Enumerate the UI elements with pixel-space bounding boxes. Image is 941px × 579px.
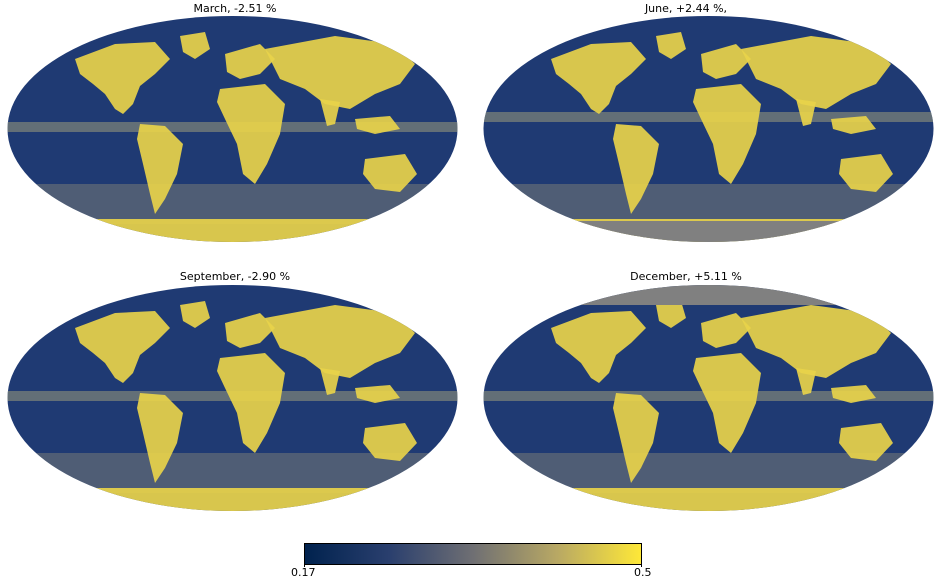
land-mass — [839, 423, 893, 461]
land-mass — [613, 393, 659, 483]
land-mass — [180, 301, 210, 328]
land-mass — [75, 311, 170, 383]
land-mass — [355, 116, 400, 134]
land-mass — [613, 124, 659, 214]
land-mass — [180, 32, 210, 59]
land-mass — [831, 116, 876, 134]
land-mass — [217, 353, 285, 453]
land-mass — [839, 154, 893, 192]
map-september — [7, 285, 458, 511]
land-mass — [701, 44, 751, 79]
map-december — [483, 285, 934, 511]
land-mass — [741, 36, 891, 109]
panel-title-june: June, +2.44 %, — [644, 2, 728, 15]
land-mass — [265, 36, 415, 109]
land-mass — [137, 393, 183, 483]
colorbar-gradient — [304, 543, 642, 565]
land-mass — [693, 353, 761, 453]
land-mass — [656, 301, 686, 328]
land-mass — [65, 488, 400, 511]
land-mass — [693, 84, 761, 184]
land-mass — [656, 32, 686, 59]
land-mass — [355, 385, 400, 403]
land-mass — [225, 44, 275, 79]
missing-data-region — [483, 221, 934, 242]
land-mass — [265, 305, 415, 378]
land-mass — [551, 311, 646, 383]
colorbar-min-label: 0.17 — [291, 566, 316, 579]
land-mass — [137, 124, 183, 214]
land-mass — [65, 219, 400, 242]
map-june — [483, 16, 934, 242]
land-mass — [796, 99, 816, 126]
panel-title-march: March, -2.51 % — [193, 2, 277, 15]
land-mass — [796, 368, 816, 395]
panel-title-september: September, -2.90 % — [179, 270, 291, 283]
land-mass — [831, 385, 876, 403]
land-mass — [741, 305, 891, 378]
land-mass — [75, 42, 170, 114]
land-mass — [701, 313, 751, 348]
land-mass — [320, 368, 340, 395]
colorbar-tick-min-line — [304, 564, 305, 567]
land-mass — [225, 313, 275, 348]
colorbar-max-label: 0.5 — [634, 566, 652, 579]
colorbar-tick-max-line — [641, 564, 642, 567]
panel-title-december: December, +5.11 % — [630, 270, 742, 283]
missing-data-region — [483, 285, 934, 305]
land-mass — [363, 154, 417, 192]
land-mass — [363, 423, 417, 461]
land-mass — [217, 84, 285, 184]
land-mass — [551, 42, 646, 114]
land-mass — [320, 99, 340, 126]
map-march — [7, 16, 458, 242]
colorbar — [304, 543, 642, 565]
land-mass — [541, 488, 876, 511]
